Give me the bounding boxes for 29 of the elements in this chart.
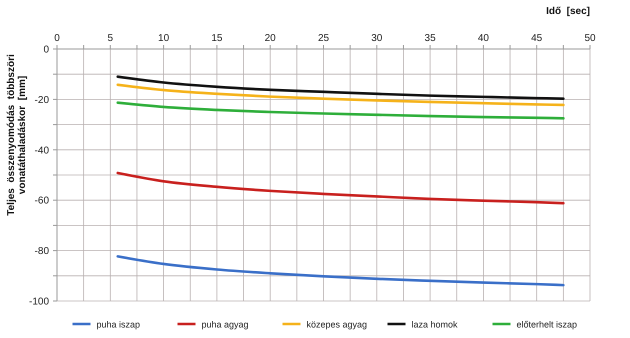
y-tick-label: -80 [34,246,50,258]
x-tick-label: 5 [108,33,114,44]
y-tick-label: -100 [28,296,50,308]
x-axis-title: Idő [sec] [546,6,590,17]
x-tick-label: 35 [424,33,436,44]
legend-label: közepes agyag [306,320,368,330]
line-series [116,172,565,205]
x-tick-label: 40 [478,33,490,44]
y-tick-label: -40 [34,145,50,156]
x-tick-label: 0 [54,33,60,44]
line-series [116,101,565,120]
x-tick-label: 15 [211,33,223,44]
x-tick-label: 10 [158,33,170,44]
legend-label: előterhelt iszap [516,320,578,330]
line-series [116,255,565,286]
x-tick-label: 25 [318,33,330,44]
y-axis-title: Teljes összenyomódás többszöri vonatáthaladáskor [mm] [6,54,28,216]
line-series [116,75,565,100]
x-tick-label: 45 [531,33,543,44]
legend-label: puha iszap [96,320,140,330]
y-tick-label: -20 [34,94,50,106]
legend-label: laza homok [412,320,458,330]
line-series [116,83,565,106]
legend-label: puha agyag [202,320,249,330]
x-tick-label: 20 [264,33,276,44]
x-tick-label: 50 [584,33,596,44]
x-tick-label: 30 [371,33,383,44]
y-tick-label: -60 [34,196,50,207]
y-tick-label: 0 [43,44,50,56]
